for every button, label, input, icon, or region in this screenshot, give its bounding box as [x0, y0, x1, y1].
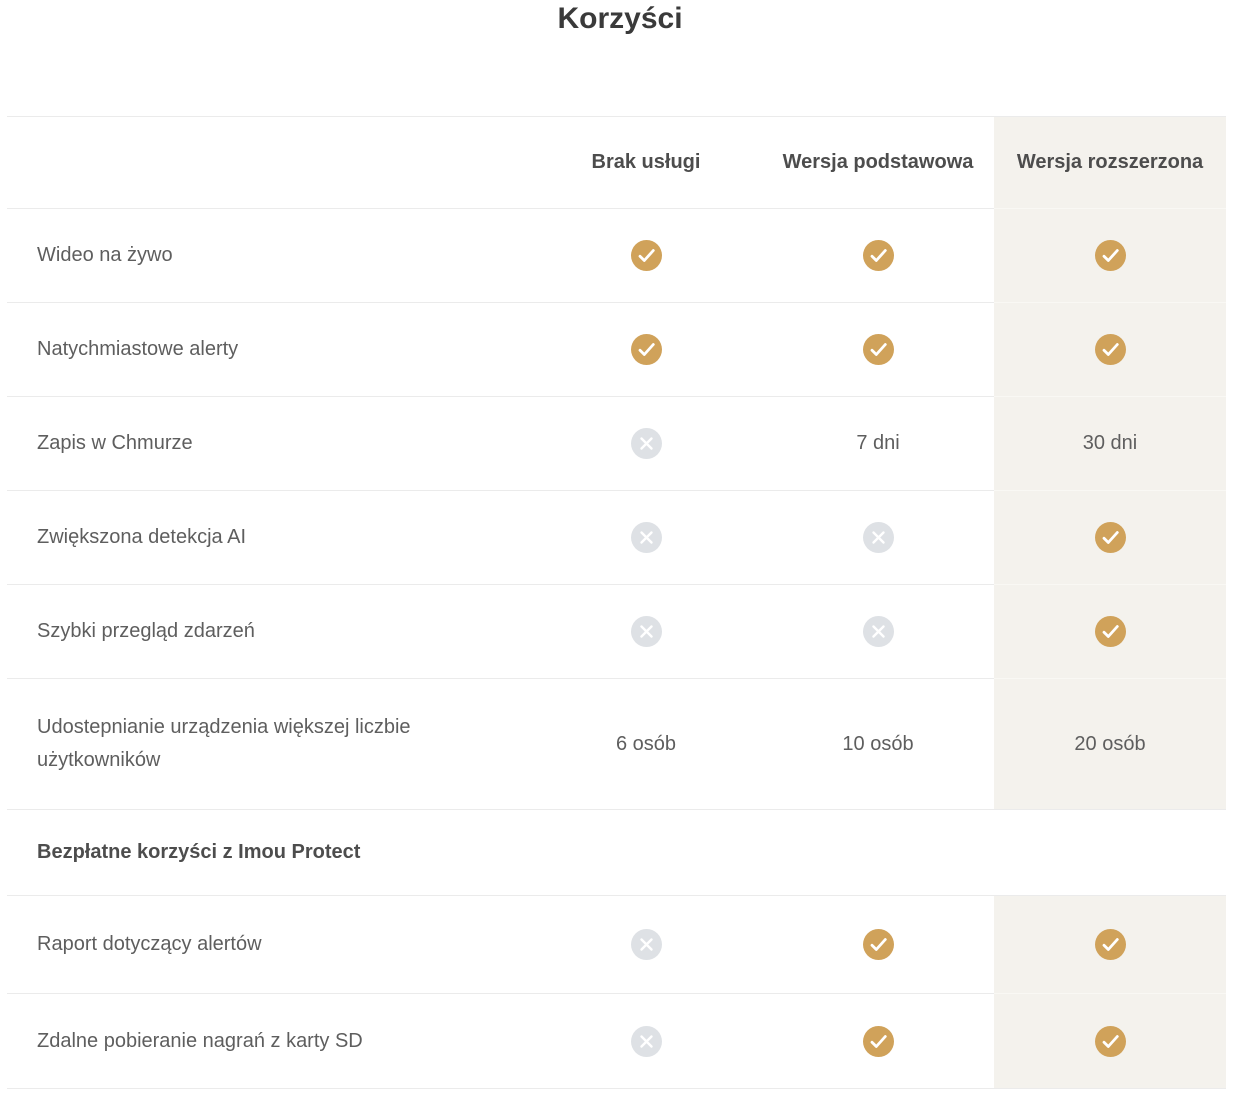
feature-value: 10 osób	[762, 678, 994, 810]
feature-value	[530, 396, 762, 491]
feature-value	[530, 208, 762, 303]
cross-icon	[630, 929, 662, 960]
benefits-comparison-table: Brak usługi Wersja podstawowa Wersja roz…	[7, 116, 1226, 1089]
cross-icon	[630, 616, 662, 647]
page-title: Korzyści	[557, 2, 683, 35]
feature-value	[994, 584, 1226, 679]
check-icon	[1094, 240, 1126, 271]
check-icon	[1094, 616, 1126, 647]
feature-value	[994, 490, 1226, 585]
feature-value	[994, 302, 1226, 397]
feature-value	[994, 208, 1226, 303]
cross-icon	[630, 522, 662, 553]
cross-icon	[862, 522, 894, 553]
check-icon	[862, 929, 894, 960]
feature-value	[762, 302, 994, 397]
cross-icon	[630, 428, 662, 459]
check-icon	[1094, 1025, 1126, 1057]
feature-label: Raport dotyczący alertów	[7, 895, 530, 994]
feature-value: 20 osób	[994, 678, 1226, 810]
check-icon	[1094, 334, 1126, 365]
table-row: Szybki przegląd zdarzeń	[7, 584, 1226, 679]
feature-value: 6 osób	[530, 678, 762, 810]
cross-icon	[630, 1025, 662, 1057]
section-title: Bezpłatne korzyści z Imou Protect	[7, 809, 1226, 896]
feature-label: Wideo na żywo	[7, 208, 530, 303]
feature-value	[762, 208, 994, 303]
table-row: Udostepnianie urządzenia większej liczbi…	[7, 678, 1226, 810]
table-row: Zapis w Chmurze 7 dni 30 dni	[7, 396, 1226, 491]
feature-label: Udostepnianie urządzenia większej liczbi…	[7, 678, 530, 810]
feature-value	[994, 993, 1226, 1089]
feature-value	[530, 993, 762, 1089]
feature-label: Zapis w Chmurze	[7, 396, 530, 491]
section-row: Bezpłatne korzyści z Imou Protect	[7, 809, 1226, 896]
column-header-wersja-podstawowa: Wersja podstawowa	[762, 116, 994, 209]
header-row: Brak usługi Wersja podstawowa Wersja roz…	[7, 116, 1226, 209]
feature-label: Szybki przegląd zdarzeń	[7, 584, 530, 679]
feature-value	[530, 584, 762, 679]
feature-label: Zwiększona detekcja AI	[7, 490, 530, 585]
check-icon	[1094, 929, 1126, 960]
table-row: Zdalne pobieranie nagrań z karty SD	[7, 993, 1226, 1089]
feature-value	[530, 490, 762, 585]
feature-value	[994, 895, 1226, 994]
check-icon	[862, 240, 894, 271]
feature-value	[762, 490, 994, 585]
feature-label: Zdalne pobieranie nagrań z karty SD	[7, 993, 530, 1089]
table-row: Raport dotyczący alertów	[7, 895, 1226, 994]
table-row: Wideo na żywo	[7, 208, 1226, 303]
feature-value	[530, 302, 762, 397]
feature-value	[530, 895, 762, 994]
feature-value	[762, 895, 994, 994]
check-icon	[630, 240, 662, 271]
feature-label: Natychmiastowe alerty	[7, 302, 530, 397]
check-icon	[630, 334, 662, 365]
check-icon	[1094, 522, 1126, 553]
corner-cell	[7, 116, 530, 209]
column-header-brak-uslugi: Brak usługi	[530, 116, 762, 209]
feature-value	[762, 584, 994, 679]
feature-value: 30 dni	[994, 396, 1226, 491]
column-header-wersja-rozszerzona: Wersja rozszerzona	[994, 116, 1226, 209]
check-icon	[862, 334, 894, 365]
cross-icon	[862, 616, 894, 647]
feature-value	[762, 993, 994, 1089]
table-row: Zwiększona detekcja AI	[7, 490, 1226, 585]
check-icon	[862, 1025, 894, 1057]
feature-value: 7 dni	[762, 396, 994, 491]
table-row: Natychmiastowe alerty	[7, 302, 1226, 397]
